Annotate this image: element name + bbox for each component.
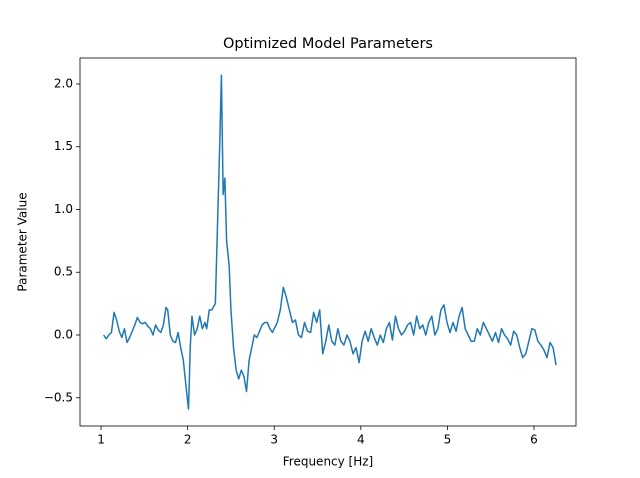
y-tick-label: 2.0 [54,76,73,90]
chart-title: Optimized Model Parameters [223,36,433,52]
y-tick-label: 0.0 [54,328,73,342]
y-axis-label: Parameter Value [16,192,30,291]
y-tick-label: 0.5 [54,265,73,279]
x-tick-label: 3 [270,433,278,447]
y-tick-label: 1.5 [54,139,73,153]
x-tick-label: 6 [530,433,538,447]
data-line [103,74,557,410]
x-tick-label: 1 [97,433,105,447]
y-tick-label: −0.5 [44,390,73,404]
x-tick-label: 2 [184,433,192,447]
x-axis-label: Frequency [Hz] [283,455,374,469]
y-tick-label: 1.0 [54,202,73,216]
x-tick-label: 4 [357,433,365,447]
x-tick-label: 5 [444,433,452,447]
plot-frame [79,57,577,427]
